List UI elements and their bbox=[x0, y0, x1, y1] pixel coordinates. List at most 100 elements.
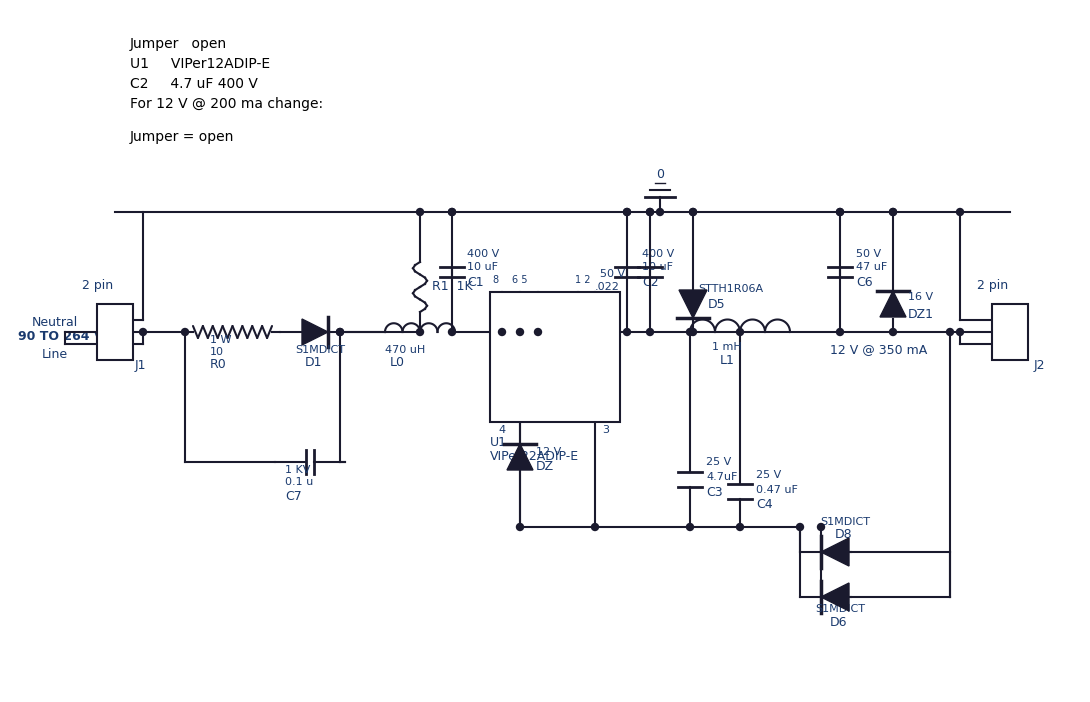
Circle shape bbox=[448, 208, 456, 216]
Text: 2 pin: 2 pin bbox=[977, 279, 1008, 291]
Text: L0: L0 bbox=[390, 355, 405, 369]
Text: STTH1R06A: STTH1R06A bbox=[698, 284, 763, 294]
Text: J1: J1 bbox=[135, 359, 146, 371]
Circle shape bbox=[448, 329, 456, 336]
Text: D1: D1 bbox=[305, 355, 323, 369]
Text: 90 TO 264 VAC: 90 TO 264 VAC bbox=[19, 331, 121, 343]
Text: R0: R0 bbox=[210, 357, 227, 371]
Text: Cx: Cx bbox=[600, 296, 616, 308]
Circle shape bbox=[946, 329, 954, 336]
Circle shape bbox=[836, 208, 844, 216]
Circle shape bbox=[416, 208, 424, 216]
Circle shape bbox=[687, 524, 693, 531]
Circle shape bbox=[534, 329, 542, 336]
Text: Jumper = open: Jumper = open bbox=[130, 130, 234, 144]
Text: Neutral: Neutral bbox=[32, 315, 78, 329]
Text: 50 V: 50 V bbox=[600, 269, 626, 279]
Circle shape bbox=[140, 329, 146, 336]
Circle shape bbox=[889, 208, 896, 216]
Circle shape bbox=[337, 329, 343, 336]
Text: 47 uF: 47 uF bbox=[856, 262, 887, 272]
Text: S1MDICT: S1MDICT bbox=[295, 345, 346, 355]
Polygon shape bbox=[679, 290, 707, 318]
Text: Jumper   open: Jumper open bbox=[130, 37, 227, 51]
Polygon shape bbox=[507, 444, 533, 470]
Polygon shape bbox=[880, 291, 906, 317]
Text: 2: 2 bbox=[1006, 338, 1014, 350]
Text: D5: D5 bbox=[708, 298, 726, 310]
Text: 10 uF: 10 uF bbox=[467, 262, 498, 272]
Text: 2: 2 bbox=[111, 314, 119, 326]
Text: 1 2: 1 2 bbox=[576, 275, 591, 285]
Circle shape bbox=[818, 524, 824, 531]
Text: 1 W: 1 W bbox=[210, 335, 231, 345]
Text: J2: J2 bbox=[1034, 359, 1045, 371]
Text: 50 V: 50 V bbox=[856, 249, 881, 259]
Bar bbox=[992, 304, 1028, 360]
Text: C2: C2 bbox=[642, 275, 658, 289]
Text: 2 pin: 2 pin bbox=[82, 279, 113, 291]
Circle shape bbox=[836, 208, 844, 216]
Text: 4.7uF: 4.7uF bbox=[706, 472, 737, 482]
Text: U1: U1 bbox=[490, 435, 507, 449]
Text: 25 V: 25 V bbox=[706, 457, 731, 467]
Text: 8: 8 bbox=[492, 275, 498, 285]
Circle shape bbox=[687, 329, 693, 336]
Text: 0.47 uF: 0.47 uF bbox=[756, 485, 798, 495]
Circle shape bbox=[646, 208, 654, 216]
Text: 1 KV: 1 KV bbox=[284, 465, 311, 475]
Text: C6: C6 bbox=[856, 275, 873, 289]
Text: 25 V: 25 V bbox=[756, 470, 782, 480]
Circle shape bbox=[836, 329, 844, 336]
Circle shape bbox=[737, 524, 743, 531]
Circle shape bbox=[498, 329, 506, 336]
Circle shape bbox=[517, 524, 523, 531]
Circle shape bbox=[797, 524, 803, 531]
Circle shape bbox=[623, 208, 630, 216]
Text: For 12 V @ 200 ma change:: For 12 V @ 200 ma change: bbox=[130, 97, 323, 111]
Text: Drain
Drain Vdd
Drain
Drain: Drain Drain Vdd Drain Drain bbox=[510, 334, 550, 380]
Text: C2     4.7 uF 400 V: C2 4.7 uF 400 V bbox=[130, 77, 258, 91]
Circle shape bbox=[182, 329, 189, 336]
Text: 400 V: 400 V bbox=[467, 249, 499, 259]
Circle shape bbox=[957, 329, 964, 336]
Circle shape bbox=[690, 208, 697, 216]
Text: C1: C1 bbox=[467, 275, 484, 289]
Text: 400 V: 400 V bbox=[642, 249, 675, 259]
Text: 3: 3 bbox=[602, 425, 609, 435]
Circle shape bbox=[656, 208, 664, 216]
Text: D6: D6 bbox=[829, 616, 848, 628]
Text: 1 mH: 1 mH bbox=[712, 342, 742, 352]
Circle shape bbox=[690, 329, 697, 336]
Polygon shape bbox=[821, 538, 849, 566]
Circle shape bbox=[957, 208, 964, 216]
Text: 1: 1 bbox=[1006, 314, 1014, 326]
Text: Source
Source Fb: Source Source Fb bbox=[589, 335, 608, 380]
Circle shape bbox=[592, 524, 598, 531]
Text: 10 uF: 10 uF bbox=[642, 262, 673, 272]
Text: .022: .022 bbox=[595, 282, 620, 292]
Text: 16 V: 16 V bbox=[908, 292, 933, 302]
Text: C3: C3 bbox=[706, 486, 723, 498]
Polygon shape bbox=[302, 319, 328, 345]
Circle shape bbox=[416, 329, 424, 336]
Polygon shape bbox=[821, 583, 849, 611]
Text: S1MDICT: S1MDICT bbox=[815, 604, 865, 614]
Text: 10: 10 bbox=[210, 347, 225, 357]
Circle shape bbox=[448, 208, 456, 216]
Text: VIPer22ADIP-E: VIPer22ADIP-E bbox=[490, 451, 579, 463]
Circle shape bbox=[517, 329, 523, 336]
Circle shape bbox=[623, 208, 630, 216]
Text: 470 uH: 470 uH bbox=[385, 345, 425, 355]
Text: 0: 0 bbox=[656, 168, 664, 180]
Text: DZ1: DZ1 bbox=[908, 307, 934, 321]
Text: 12 V: 12 V bbox=[536, 447, 561, 457]
Text: C7: C7 bbox=[284, 491, 302, 503]
Text: U1     VIPer12ADIP-E: U1 VIPer12ADIP-E bbox=[130, 57, 270, 71]
Text: L1: L1 bbox=[720, 354, 735, 366]
Text: Line: Line bbox=[43, 348, 68, 362]
Text: 0.1 u: 0.1 u bbox=[284, 477, 313, 487]
Text: 4: 4 bbox=[498, 425, 505, 435]
Text: 6 5: 6 5 bbox=[512, 275, 528, 285]
Text: D8: D8 bbox=[835, 527, 852, 541]
